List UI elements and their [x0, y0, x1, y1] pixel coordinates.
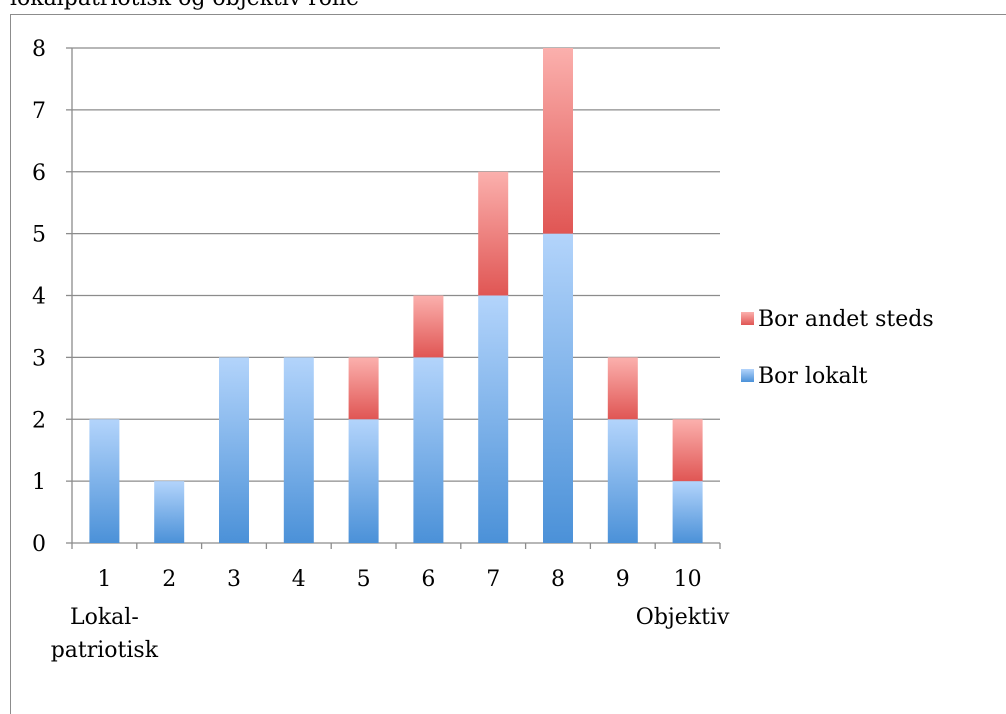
legend: Bor andet steds Bor lokalt — [741, 307, 934, 389]
bar-bor-andet-steds — [413, 295, 444, 358]
x-tick-label: 2 — [162, 567, 176, 592]
bar-bor-lokalt — [607, 419, 638, 543]
y-tick-label: 5 — [32, 223, 46, 248]
bar-bor-lokalt — [219, 357, 249, 543]
x-tick-labels: 1 2 3 4 5 6 7 8 9 10 — [97, 567, 701, 592]
bar-bor-andet-steds — [478, 171, 509, 296]
x-tick-label: 10 — [674, 567, 702, 592]
x-tick-label: 8 — [551, 567, 565, 592]
y-tick-labels: 0 1 2 3 4 5 6 7 8 — [32, 37, 46, 557]
chart-title: lokalpatriotisk og objektiv rolle — [10, 0, 359, 11]
x-tick-label: 6 — [421, 567, 435, 592]
bar-bor-lokalt — [283, 357, 314, 543]
x-tick-label: 4 — [292, 567, 306, 592]
y-tick-label: 4 — [32, 285, 46, 310]
y-tick-label: 1 — [32, 470, 46, 495]
y-tick-label: 7 — [32, 99, 46, 124]
y-tick-label: 6 — [32, 161, 46, 186]
legend-label: Bor lokalt — [758, 364, 868, 389]
x-tick-label: 1 — [97, 567, 111, 592]
y-tick-label: 2 — [32, 408, 46, 433]
legend-label: Bor andet steds — [758, 307, 934, 332]
x-end-label-left: Lokal- — [70, 605, 139, 630]
x-tick-label: 3 — [227, 567, 241, 592]
x-end-label-left: patriotisk — [51, 638, 159, 663]
x-tick-label: 7 — [486, 567, 500, 592]
bar-bor-andet-steds — [348, 357, 379, 420]
bar-bor-lokalt — [89, 419, 120, 543]
bar-bor-andet-steds — [607, 357, 638, 420]
x-end-label-right: Objektiv — [636, 605, 730, 630]
bars — [89, 48, 703, 543]
bar-bor-lokalt — [413, 357, 444, 543]
legend-swatch — [741, 312, 754, 325]
y-tick-label: 3 — [32, 346, 46, 371]
x-end-labels: Lokal-patriotisk Objektiv — [51, 605, 730, 663]
bar-bor-lokalt — [478, 295, 509, 543]
x-tick-label: 9 — [616, 567, 630, 592]
bar-bor-lokalt — [672, 481, 703, 543]
chart-frame — [10, 14, 1006, 714]
bar-bor-andet-steds — [543, 48, 573, 234]
y-tick-label: 0 — [32, 532, 46, 557]
bar-bor-lokalt — [348, 419, 379, 543]
chart-svg: 0 1 2 3 4 5 6 7 8 1 2 3 4 5 6 7 8 9 10 Lokal-patriotisk Ob… — [32, 37, 934, 663]
bar-bor-lokalt — [543, 233, 573, 543]
y-tick-label: 8 — [32, 37, 46, 62]
bar-bor-andet-steds — [672, 419, 703, 482]
legend-swatch — [741, 369, 754, 382]
bar-bor-lokalt — [154, 481, 185, 543]
x-tick-label: 5 — [357, 567, 371, 592]
